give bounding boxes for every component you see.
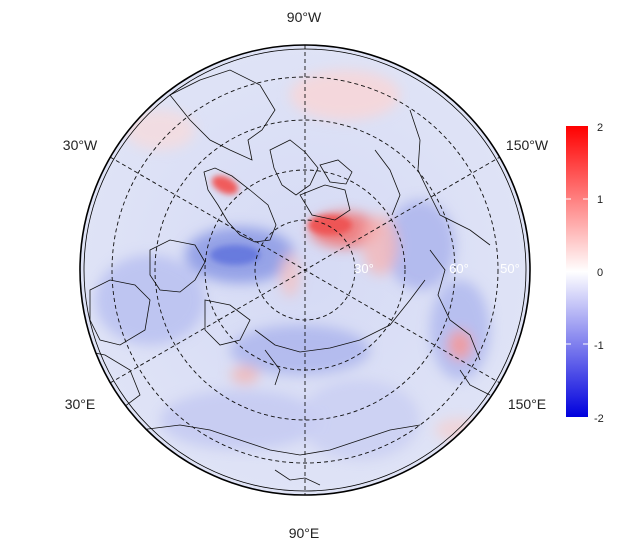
coastlines <box>80 69 491 486</box>
graticule <box>109 45 501 495</box>
lat-label-3: 50° <box>500 261 520 276</box>
lon-label-90e: 90°E <box>289 525 320 541</box>
colorbar-tick-2: 2 <box>597 122 603 134</box>
lon-label-30w: 30°W <box>63 137 98 153</box>
colorbar-tick-minus1: -1 <box>594 340 604 352</box>
colorbar: 2 1 0 -1 -2 <box>566 122 604 425</box>
lon-label-150w: 150°W <box>506 137 549 153</box>
map-border <box>79 44 531 496</box>
map-border-inner <box>83 48 527 492</box>
lon-label-90w: 90°W <box>287 9 322 25</box>
lon-label-30e: 30°E <box>65 396 96 412</box>
colorbar-ticks <box>566 198 588 345</box>
lat-label-1: 30° <box>354 261 374 276</box>
colorbar-tick-1: 1 <box>597 194 603 206</box>
lat-label-2: 60° <box>449 261 469 276</box>
lon-label-150e: 150°E <box>508 396 546 412</box>
colorbar-gradient <box>566 126 588 417</box>
colorbar-tick-0: 0 <box>597 267 603 279</box>
colorbar-tick-minus2: -2 <box>594 413 604 425</box>
